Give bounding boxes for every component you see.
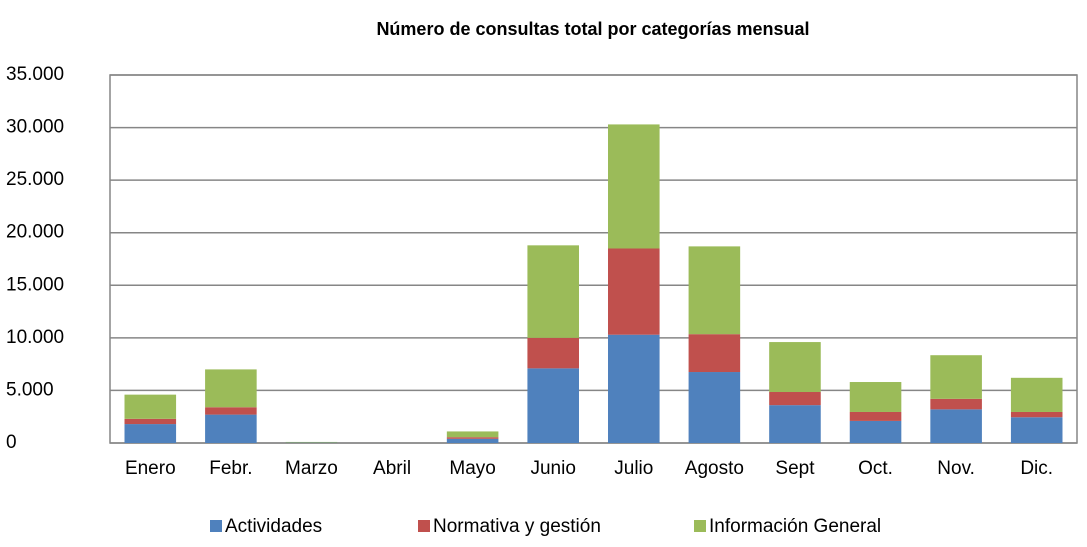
plot-border [109,74,1078,444]
y-tick-label: 15.000 [6,274,64,295]
x-tick-label: Nov. [937,458,975,479]
bar-segment [930,398,982,410]
x-tick-label: Abril [373,458,411,479]
bar-segment [285,441,338,443]
bar-segment [446,437,499,439]
y-tick-label: 5.000 [6,379,54,400]
x-tick-label: Dic. [1020,458,1053,479]
y-tick-label: 0 [6,432,17,453]
bar-segment [124,418,177,425]
legend-label: Normativa y gestión [433,516,601,537]
y-tick-label: 30.000 [6,117,64,138]
bar-segment [688,246,741,335]
legend-swatch [418,520,430,532]
bar-segment [1010,411,1063,418]
chart-title: Número de consultas total por categorías… [376,19,809,39]
bar-segment [930,409,982,443]
bar-segment [849,420,902,443]
x-tick-label: Julio [614,458,653,479]
bar-segment [527,337,579,369]
bar-segment [688,334,741,373]
bar-segment [1010,377,1063,412]
bar-segment [527,245,579,338]
bar-segment [849,382,902,412]
bar-segment [688,372,741,443]
legend-label: Información General [709,516,881,537]
bar-segment [124,394,177,419]
bar-segment [608,248,660,335]
x-tick-label: Sept [775,458,815,479]
y-tick-label: 35.000 [6,64,64,85]
bar-segment [769,405,821,443]
bar-segment [205,369,257,408]
y-tick-label: 25.000 [6,169,64,190]
bar-segment [205,407,257,415]
bar-segment [446,431,499,438]
x-tick-label: Marzo [285,458,338,479]
bar-segment [849,411,902,421]
bar-segment [205,414,257,443]
bar-segment [769,342,821,393]
x-tick-label: Junio [530,458,575,479]
x-tick-label: Mayo [449,458,495,479]
legend-swatch [210,520,222,532]
legend-label: Actividades [225,516,322,537]
x-tick-label: Agosto [685,458,744,479]
legend-swatch [694,520,706,532]
bar-segment [1010,417,1063,443]
bar-segment [608,334,660,443]
x-tick-label: Oct. [858,458,893,479]
x-tick-label: Enero [125,458,176,479]
bar-segment [527,368,579,443]
bar-segment [124,424,177,443]
y-tick-label: 20.000 [6,222,64,243]
bar-segment [769,392,821,406]
x-tick-label: Febr. [209,458,252,479]
bar-segment [446,438,499,443]
bar-segment [930,355,982,399]
bar-segment [608,124,660,249]
y-tick-label: 10.000 [6,327,64,348]
